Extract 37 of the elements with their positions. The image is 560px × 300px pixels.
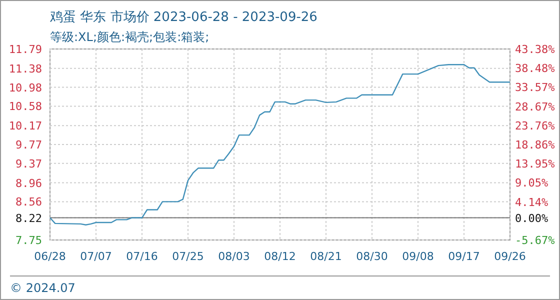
- y-tick-label: 10.58: [8, 100, 42, 114]
- y-tick-label: 8.22: [16, 212, 42, 225]
- x-tick-label: 09/17: [448, 250, 480, 263]
- y-tick-label: 11.38: [8, 62, 42, 76]
- y2-tick-label: 28.67%: [515, 100, 556, 114]
- y2-tick-label: 18.86%: [515, 138, 556, 152]
- x-tick-label: 08/21: [310, 250, 342, 263]
- y2-tick-label: 9.05%: [515, 176, 548, 190]
- y2-tick-label: 43.38%: [515, 43, 556, 56]
- x-tick-label: 08/12: [264, 250, 296, 263]
- chart-title: 鸡蛋 华东 市场价 2023-06-28 - 2023-09-26: [49, 10, 318, 25]
- y-tick-label: 9.77: [16, 138, 42, 152]
- y-tick-label: 11.79: [8, 43, 42, 56]
- y2-tick-label: 23.76%: [515, 119, 556, 132]
- y2-tick-label: 0.00%: [515, 212, 548, 225]
- y-tick-label: 10.98: [8, 81, 42, 94]
- x-tick-label: 07/07: [80, 250, 112, 263]
- y-tick-label: 7.75: [16, 234, 42, 247]
- x-tick-label: 08/03: [218, 250, 250, 263]
- x-tick-label: 06/28: [34, 250, 66, 263]
- x-tick-label: 09/26: [494, 250, 526, 263]
- y-tick-label: 8.96: [16, 176, 42, 190]
- y2-tick-label: 33.57%: [515, 81, 556, 94]
- y-tick-label: 10.17: [8, 120, 42, 133]
- y-tick-label: 9.37: [16, 157, 42, 170]
- chart-subtitle: 等级:XL;颜色:褐壳;包装:箱装;: [50, 30, 210, 44]
- line-series: [49, 64, 511, 226]
- y-tick-label: 8.56: [16, 196, 42, 209]
- y2-tick-label: -5.67%: [515, 234, 556, 247]
- y2-tick-label: 4.14%: [515, 196, 548, 209]
- text: © 2024.07: [10, 281, 76, 295]
- y2-tick-label: 13.95%: [515, 158, 556, 171]
- y2-tick-label: 38.48%: [515, 62, 556, 76]
- x-tick-label: 08/30: [356, 250, 388, 263]
- x-tick-label: 07/16: [126, 250, 158, 263]
- x-tick-label: 09/08: [402, 250, 434, 263]
- x-tick-label: 07/25: [172, 250, 204, 263]
